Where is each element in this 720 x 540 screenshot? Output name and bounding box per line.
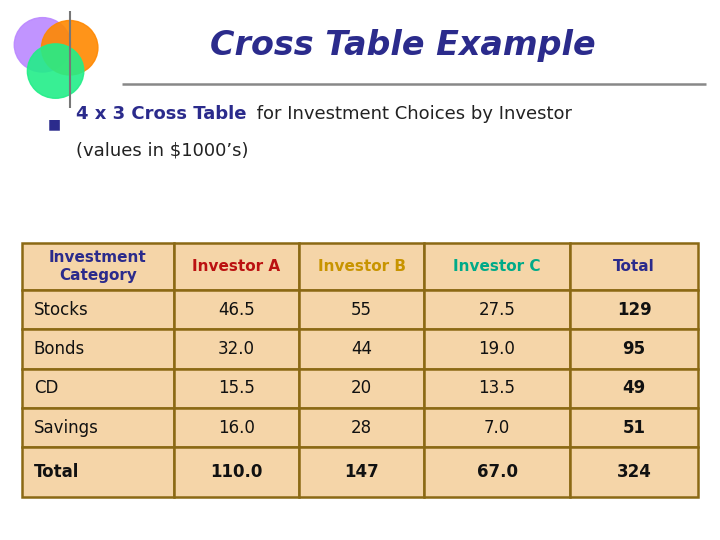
Bar [424,290,570,329]
Text: 15.5: 15.5 [218,379,255,397]
Text: 55: 55 [351,301,372,319]
Text: 324: 324 [616,463,652,481]
Text: Stocks: Stocks [34,301,89,319]
Text: 51: 51 [623,418,646,437]
Bar [299,329,424,369]
Bar [424,369,570,408]
Circle shape [42,21,98,75]
Bar [174,290,299,329]
Bar [174,447,299,497]
Text: 4 x 3 Cross Table: 4 x 3 Cross Table [76,105,246,124]
Text: Investor A: Investor A [192,259,281,274]
Bar [424,243,570,290]
Circle shape [27,44,84,98]
Text: 13.5: 13.5 [479,379,516,397]
Text: 19.0: 19.0 [479,340,516,358]
Bar [174,243,299,290]
Text: 27.5: 27.5 [479,301,516,319]
Bar [22,369,174,408]
Text: 147: 147 [344,463,379,481]
Text: Investor C: Investor C [454,259,541,274]
Bar [299,369,424,408]
Bar [174,369,299,408]
Text: 95: 95 [623,340,646,358]
Bar [570,290,698,329]
Bar [174,329,299,369]
Text: Bonds: Bonds [34,340,85,358]
Text: Total: Total [613,259,655,274]
Text: 49: 49 [623,379,646,397]
Text: Cross Table Example: Cross Table Example [210,29,596,63]
Text: ■: ■ [48,117,60,131]
Bar [22,329,174,369]
Bar [174,408,299,447]
Bar [424,447,570,497]
Text: 28: 28 [351,418,372,437]
Text: 44: 44 [351,340,372,358]
Bar [22,290,174,329]
Text: 16.0: 16.0 [218,418,255,437]
Bar [299,447,424,497]
Text: 129: 129 [617,301,652,319]
Bar [299,243,424,290]
Text: Investment
Category: Investment Category [49,250,147,282]
Bar [299,290,424,329]
Text: CD: CD [34,379,58,397]
Bar [22,447,174,497]
Text: 20: 20 [351,379,372,397]
Bar [424,408,570,447]
Bar [570,329,698,369]
Text: (values in $1000’s): (values in $1000’s) [76,141,248,159]
Bar [424,329,570,369]
Bar [570,447,698,497]
Text: 110.0: 110.0 [210,463,263,481]
Text: 67.0: 67.0 [477,463,518,481]
Text: 46.5: 46.5 [218,301,255,319]
Bar [22,408,174,447]
Bar [570,408,698,447]
Bar [570,243,698,290]
Text: Investor B: Investor B [318,259,405,274]
Text: Total: Total [34,463,79,481]
Text: Savings: Savings [34,418,99,437]
Bar [299,408,424,447]
Text: 32.0: 32.0 [218,340,255,358]
Bar [570,369,698,408]
Text: for Investment Choices by Investor: for Investment Choices by Investor [251,105,572,124]
Text: 7.0: 7.0 [484,418,510,437]
Bar [22,243,174,290]
Circle shape [14,18,71,72]
